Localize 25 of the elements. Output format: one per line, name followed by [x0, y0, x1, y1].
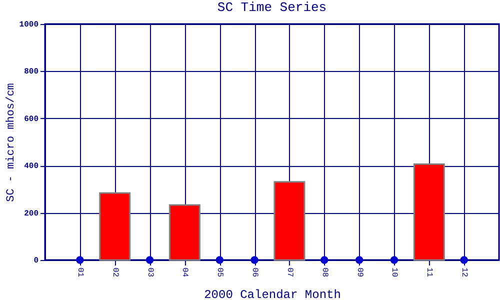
x-tick-label: 10 [390, 268, 399, 278]
chart-title: SC Time Series [217, 0, 327, 15]
x-tick-label: 09 [354, 268, 364, 278]
x-tick-label: 02 [110, 268, 120, 278]
x-tick-label: 05 [215, 268, 224, 278]
x-tick-label: 06 [250, 268, 260, 278]
y-tick-label: 1000 [19, 20, 39, 30]
y-tick-label: 600 [24, 114, 39, 124]
x-tick-label: 03 [145, 268, 154, 278]
y-tick-label: 800 [24, 68, 39, 77]
x-tick-label: 07 [284, 268, 294, 278]
x-tick-label: 12 [460, 268, 469, 278]
y-tick-label: 200 [24, 209, 39, 218]
bar [274, 181, 306, 261]
x-tick-label: 04 [180, 268, 190, 278]
x-tick-label: 01 [75, 268, 84, 278]
y-tick-label: 400 [24, 162, 39, 172]
bar [168, 204, 200, 261]
x-tick-label: 08 [320, 268, 329, 278]
bar [413, 163, 445, 261]
y-tick-label: 0 [34, 256, 39, 266]
bar [99, 192, 131, 261]
x-tick-label: 11 [424, 268, 434, 278]
x-axis-title: 2000 Calendar Month [204, 288, 341, 300]
y-axis-title: SC - micro mhos/cm [5, 82, 18, 202]
